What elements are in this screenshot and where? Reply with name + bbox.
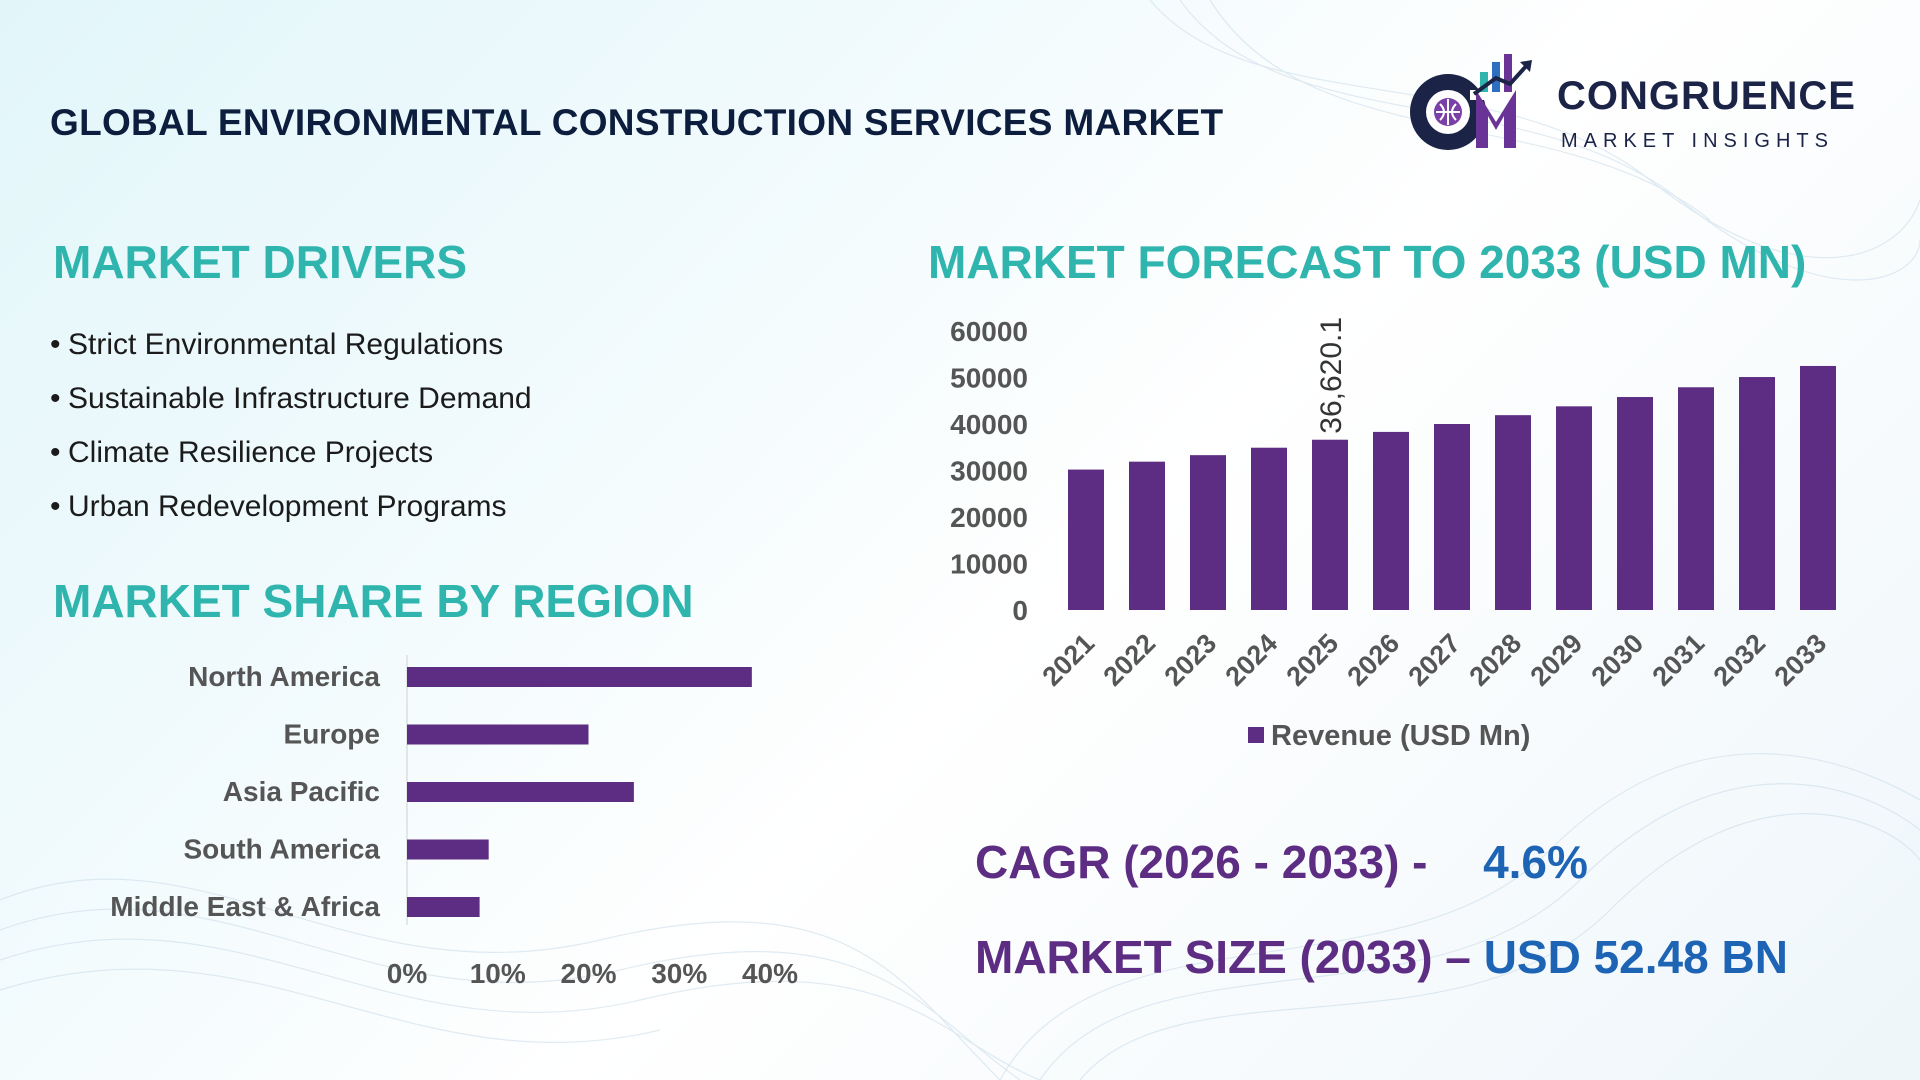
region-x-tick-label: 40% <box>742 958 798 989</box>
driver-item: • Strict Environmental Regulations <box>50 325 532 379</box>
driver-item: • Sustainable Infrastructure Demand <box>50 379 532 433</box>
region-category-label: Middle East & Africa <box>110 891 380 922</box>
region-x-tick-label: 30% <box>651 958 707 989</box>
bullet-icon: • <box>50 382 61 415</box>
forecast-y-tick-label: 20000 <box>950 502 1028 533</box>
forecast-x-tick-label: 2030 <box>1586 628 1650 692</box>
region-x-tick-label: 10% <box>470 958 526 989</box>
forecast-bar <box>1800 365 1836 610</box>
region-category-label: Europe <box>284 719 380 750</box>
forecast-x-tick-label: 2032 <box>1708 628 1772 692</box>
forecast-y-tick-label: 0 <box>1012 595 1028 626</box>
region-share-chart: North America Europe Asia Pacific South Ame… <box>110 655 798 989</box>
driver-item: • Urban Redevelopment Programs <box>50 487 532 541</box>
drivers-list: • Strict Environmental Regulations • Susta… <box>50 325 532 541</box>
forecast-x-tick-label: 2021 <box>1037 628 1101 692</box>
cagr-label: CAGR (2026 - 2033) - <box>975 836 1428 888</box>
forecast-y-tick-label: 10000 <box>950 549 1028 580</box>
congruence-logo: CONGRUENCE MARKET INSIGHTS <box>1400 50 1880 160</box>
forecast-x-tick-label: 2031 <box>1647 628 1711 692</box>
cagr-stat: CAGR (2026 - 2033) - 4.6% <box>975 835 1588 889</box>
forecast-y-tick-label: 30000 <box>950 456 1028 487</box>
region-category-label: South America <box>183 834 380 865</box>
forecast-bar <box>1434 424 1470 610</box>
forecast-x-tick-label: 2022 <box>1098 628 1162 692</box>
region-x-tick-label: 0% <box>387 958 428 989</box>
legend-label: Revenue (USD Mn) <box>1271 720 1530 752</box>
region-bar <box>407 897 480 917</box>
bullet-icon: • <box>50 490 61 523</box>
forecast-x-tick-label: 2028 <box>1464 628 1528 692</box>
forecast-bar <box>1068 469 1104 610</box>
forecast-x-tick-label: 2025 <box>1281 628 1345 692</box>
page-title: GLOBAL ENVIRONMENTAL CONSTRUCTION SERVIC… <box>50 102 1224 143</box>
forecast-x-tick-label: 2029 <box>1525 628 1589 692</box>
forecast-x-tick-label: 2026 <box>1342 628 1406 692</box>
forecast-x-tick-label: 2033 <box>1769 628 1833 692</box>
forecast-bar <box>1678 387 1714 610</box>
forecast-y-tick-label: 60000 <box>950 316 1028 347</box>
forecast-x-tick-label: 2024 <box>1220 628 1284 692</box>
market-size-label: MARKET SIZE (2033) – <box>975 931 1471 983</box>
driver-text: Climate Resilience Projects <box>68 436 434 469</box>
region-x-tick-label: 20% <box>560 958 616 989</box>
forecast-x-tick-label: 2027 <box>1403 628 1467 692</box>
market-size-value: USD 52.48 BN <box>1483 931 1788 983</box>
forecast-bar <box>1373 431 1409 610</box>
driver-text: Sustainable Infrastructure Demand <box>68 382 532 415</box>
forecast-bar <box>1617 397 1653 610</box>
legend-swatch <box>1248 727 1264 743</box>
region-category-label: North America <box>188 661 380 692</box>
forecast-x-tick-label: 2023 <box>1159 628 1223 692</box>
region-share-heading: MARKET SHARE BY REGION <box>53 575 694 627</box>
region-bar <box>407 782 634 802</box>
driver-text: Strict Environmental Regulations <box>68 328 504 361</box>
logo-wordmark: CONGRUENCE <box>1557 74 1856 118</box>
forecast-bar <box>1495 415 1531 610</box>
forecast-y-tick-label: 40000 <box>950 409 1028 440</box>
forecast-bar <box>1312 439 1348 610</box>
forecast-heading: MARKET FORECAST TO 2033 (USD MN) <box>928 236 1807 288</box>
forecast-data-label: 36,620.1 <box>1315 317 1348 434</box>
cagr-value: 4.6% <box>1483 836 1588 888</box>
region-category-label: Asia Pacific <box>223 776 380 807</box>
driver-item: • Climate Resilience Projects <box>50 433 532 487</box>
region-bar <box>407 724 589 745</box>
driver-text: Urban Redevelopment Programs <box>68 490 507 523</box>
logo-tagline: MARKET INSIGHTS <box>1561 130 1834 152</box>
market-drivers-heading: MARKET DRIVERS <box>53 236 468 288</box>
forecast-bar <box>1251 447 1287 610</box>
market-size-stat: MARKET SIZE (2033) – USD 52.48 BN <box>975 930 1788 984</box>
forecast-bar <box>1190 455 1226 610</box>
bullet-icon: • <box>50 328 61 361</box>
cm-monogram-icon <box>1410 54 1532 150</box>
region-bar <box>407 839 489 860</box>
bullet-icon: • <box>50 436 61 469</box>
region-bar <box>407 667 752 687</box>
forecast-bar <box>1556 406 1592 610</box>
forecast-bar <box>1129 461 1165 610</box>
forecast-chart: 6000050000400003000020000100000202120222… <box>950 316 1836 752</box>
forecast-y-tick-label: 50000 <box>950 363 1028 394</box>
forecast-bar <box>1739 377 1775 610</box>
